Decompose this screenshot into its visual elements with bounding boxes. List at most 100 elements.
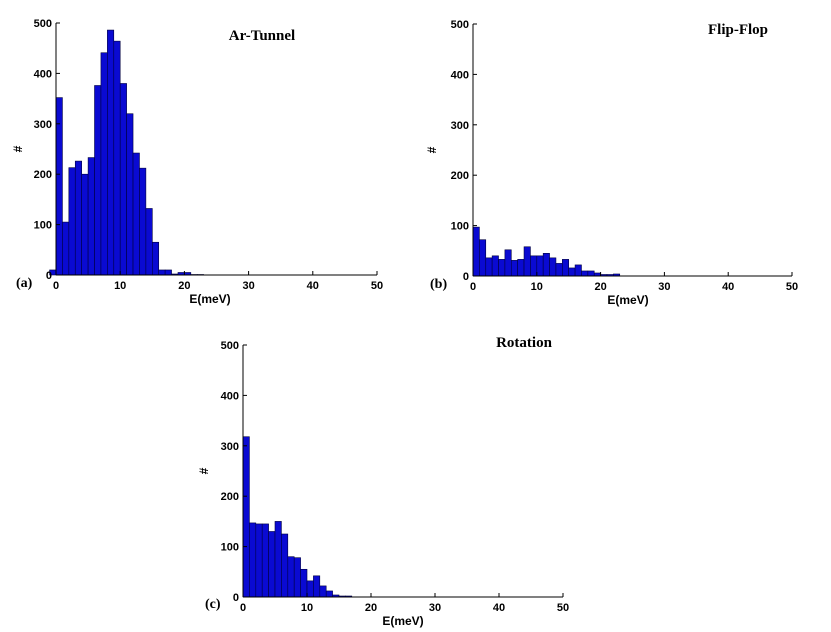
- histogram-bar: [287, 556, 295, 598]
- histogram-bar: [74, 160, 82, 276]
- histogram-bar: [62, 221, 70, 276]
- histogram-bar: [325, 590, 333, 598]
- histogram-bar: [152, 241, 160, 276]
- histogram-bar: [555, 263, 563, 277]
- x-tick-label: 50: [557, 602, 569, 614]
- histogram-panel-c: 0 10 20 30 40 500100200300400500E(meV)#Rotati…: [197, 335, 569, 628]
- x-axis-label: E(meV): [607, 293, 648, 307]
- histogram-panel-b: 0 10 20 30 40 500100200300400500E(meV)#Flip-F…: [425, 19, 798, 307]
- histogram-bar: [164, 269, 172, 276]
- histogram-bar: [132, 152, 140, 276]
- histogram-bar: [574, 264, 582, 277]
- panel-label: (c): [205, 597, 221, 612]
- x-axis-label: E(meV): [189, 292, 230, 306]
- histogram-bar: [126, 113, 134, 276]
- histogram-bar: [523, 246, 531, 277]
- y-tick-label: 200: [221, 491, 239, 503]
- y-tick-label: 0: [463, 271, 469, 283]
- histogram-bar: [81, 173, 89, 276]
- histogram-panel-a: 0 10 20 30 40 500100200300400500E(meV)#Ar-Tun…: [11, 18, 383, 306]
- chart-title: Rotation: [496, 335, 552, 351]
- y-tick-label: 400: [221, 390, 239, 402]
- x-tick-label: 30: [242, 280, 254, 292]
- y-tick-label: 500: [221, 340, 239, 352]
- x-tick-label: 20: [594, 281, 606, 293]
- x-tick-label: 50: [786, 281, 798, 293]
- histogram-bar: [87, 157, 95, 276]
- histogram-bar: [268, 531, 276, 598]
- histogram-bar: [479, 239, 487, 277]
- x-tick-label: 0: [53, 280, 59, 292]
- chart-title: Ar-Tunnel: [229, 28, 295, 44]
- histogram-bar: [300, 568, 308, 598]
- chart-title: Flip-Flop: [708, 22, 768, 38]
- y-tick-label: 100: [221, 542, 239, 554]
- y-tick-label: 500: [451, 19, 469, 31]
- x-tick-label: 10: [114, 280, 126, 292]
- y-tick-label: 400: [34, 68, 52, 80]
- y-tick-label: 300: [451, 120, 469, 132]
- histogram-bar: [568, 267, 576, 277]
- x-tick-label: 20: [365, 602, 377, 614]
- y-axis-label: #: [425, 146, 439, 153]
- y-tick-label: 0: [233, 592, 239, 604]
- y-axis-label: #: [11, 145, 25, 152]
- histogram-bar: [491, 255, 499, 277]
- histogram-bar: [517, 259, 525, 277]
- y-tick-label: 400: [451, 69, 469, 81]
- x-tick-label: 20: [178, 280, 190, 292]
- histogram-bar: [587, 270, 595, 277]
- histogram-bar: [549, 257, 557, 277]
- y-tick-label: 100: [34, 220, 52, 232]
- y-tick-label: 500: [34, 18, 52, 30]
- histogram-bar: [293, 557, 301, 598]
- histogram-bar: [530, 255, 538, 277]
- x-tick-label: 40: [493, 602, 505, 614]
- histogram-bar: [542, 253, 550, 277]
- histogram-bar: [504, 249, 512, 277]
- histogram-bar: [100, 52, 108, 276]
- histogram-bar: [319, 585, 327, 598]
- y-axis-label: #: [197, 467, 211, 474]
- histogram-bar: [145, 208, 153, 276]
- histogram-bar: [68, 167, 76, 276]
- histogram-bar: [498, 259, 506, 277]
- panel-label: (a): [16, 276, 33, 291]
- histogram-bar: [510, 260, 518, 277]
- histogram-bar: [158, 269, 166, 276]
- histogram-bar: [242, 436, 250, 598]
- panel-label: (b): [430, 277, 447, 292]
- histogram-bar: [94, 85, 102, 276]
- histogram-bar: [139, 167, 147, 276]
- histogram-bar: [113, 40, 121, 276]
- histogram-bar: [249, 522, 257, 598]
- x-tick-label: 0: [240, 602, 246, 614]
- x-tick-label: 30: [429, 602, 441, 614]
- histogram-bar: [536, 255, 544, 277]
- histogram-bar: [261, 523, 269, 598]
- x-tick-label: 40: [722, 281, 734, 293]
- histogram-bar: [313, 575, 321, 598]
- y-tick-label: 300: [221, 441, 239, 453]
- y-tick-label: 200: [451, 170, 469, 182]
- histogram-bar: [581, 270, 589, 277]
- y-tick-label: 300: [34, 119, 52, 131]
- histogram-bar: [255, 523, 263, 598]
- histogram-bar: [119, 83, 127, 276]
- x-tick-label: 50: [371, 280, 383, 292]
- histogram-bar: [107, 29, 115, 276]
- y-tick-label: 200: [34, 169, 52, 181]
- x-axis-label: E(meV): [382, 614, 423, 628]
- x-tick-label: 10: [301, 602, 313, 614]
- y-tick-label: 100: [451, 221, 469, 233]
- histogram-bar: [306, 580, 314, 598]
- histogram-bar: [472, 226, 480, 277]
- x-tick-label: 30: [658, 281, 670, 293]
- histogram-bar: [485, 257, 493, 277]
- histogram-bar: [562, 259, 570, 277]
- x-tick-label: 40: [307, 280, 319, 292]
- y-tick-label: 0: [46, 270, 52, 282]
- x-tick-label: 0: [470, 281, 476, 293]
- histogram-bar: [281, 533, 289, 598]
